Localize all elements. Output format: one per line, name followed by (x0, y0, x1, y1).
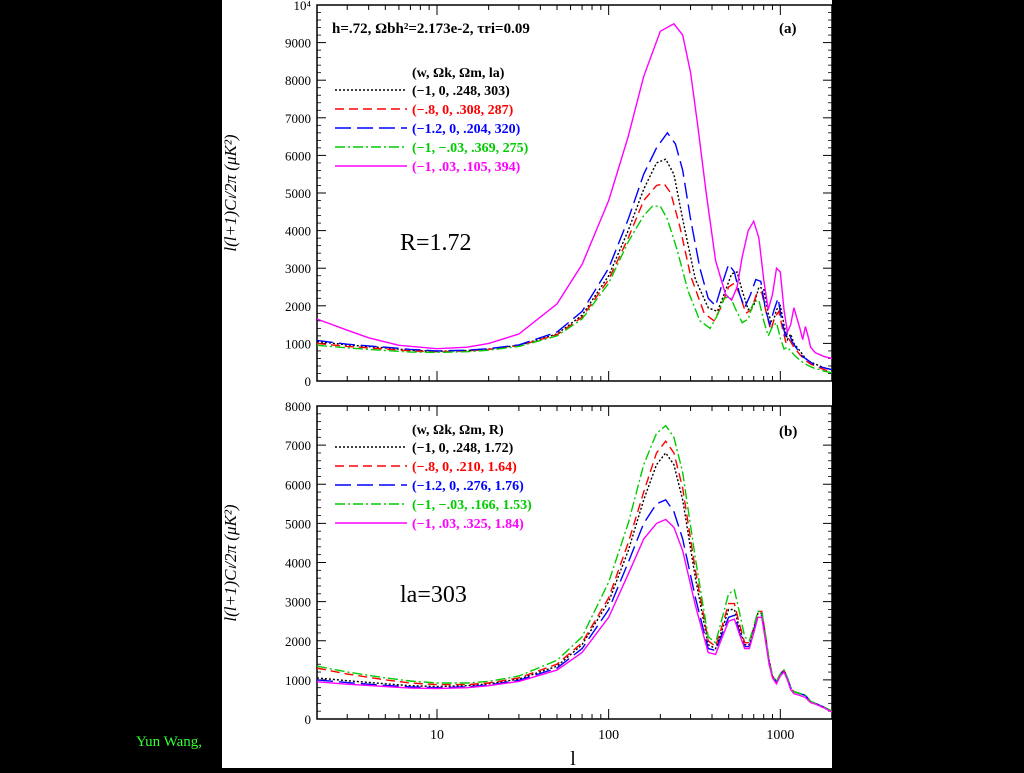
panel-b-legend-label: (−1.2, 0, .276, 1.76) (412, 479, 524, 494)
panel-a-ticks: 0 1000 2000 3000 4000 5000 6000 7000 8000 9000 10⁴ (285, 0, 833, 389)
panel-b-series-line-0 (317, 451, 832, 712)
panel-a: h=.72, Ωbh²=2.173e-2, τri=0.09 (a) (w, Ω… (221, 0, 833, 389)
cmb-spectrum-figure: h=.72, Ωbh²=2.173e-2, τri=0.09 (a) (w, Ω… (221, 0, 833, 770)
panel-b-frame (316, 405, 833, 720)
panel-b-ticks: 0 1000 2000 3000 4000 5000 6000 7000 8000 10 100 10… (285, 399, 833, 743)
panel-b-ytick-label: 2000 (285, 634, 311, 649)
panel-a-series-line-0 (317, 158, 832, 371)
panel-b-xtick-label: 1000 (766, 728, 794, 743)
author-credit: Yun Wang, (136, 734, 203, 750)
panel-a-annotation: R=1.72 (400, 230, 472, 256)
panel-b-ytick-label: 3000 (285, 595, 311, 610)
panel-b-legend-label: (−.8, 0, .210, 1.64) (412, 460, 517, 475)
panel-a-ytick-label: 8000 (285, 73, 311, 88)
panel-b-ytick-label: 0 (305, 712, 312, 727)
panel-b-ytick-label: 5000 (285, 516, 311, 531)
panel-a-ytick-label: 2000 (285, 299, 311, 314)
panel-a-series-line-3 (317, 205, 832, 374)
panel-a-legend-title: (w, Ωk, Ωm, la) (412, 66, 505, 81)
panel-b-series-line-4 (317, 518, 832, 713)
panel-a-legend-label: (−1, −.03, .369, 275) (412, 141, 529, 156)
panel-b-legend-label: (−1, −.03, .166, 1.53) (412, 498, 532, 513)
panel-a-legend-label: (−1, .03, .105, 394) (412, 160, 521, 175)
panel-a-ylabel: l(l+1)Cₗ/2π (μK²) (222, 134, 240, 252)
panel-b: (b) (w, Ωk, Ωm, R) la=303 l(l+1)Cₗ/2π (μ… (221, 399, 833, 770)
panel-a-legend-label: (−1, 0, .248, 303) (412, 84, 510, 99)
panel-b-ytick-label: 4000 (285, 556, 311, 571)
panel-a-legend-label: (−.8, 0, .308, 287) (412, 103, 514, 118)
panel-b-series-line-1 (317, 440, 832, 712)
panel-b-ylabel: l(l+1)Cₗ/2π (μK²) (222, 504, 240, 622)
panel-b-ytick-label: 6000 (285, 477, 311, 492)
panel-b-label: (b) (779, 424, 797, 440)
panel-a-ytick-label: 3000 (285, 261, 311, 276)
panel-a-series-line-4 (317, 22, 832, 360)
panel-b-ytick-label: 1000 (285, 673, 311, 688)
panel-b-legend-label: (−1, 0, .248, 1.72) (412, 441, 514, 456)
panel-b-legend: (−1, 0, .248, 1.72) (−.8, 0, .210, 1.64) (… (335, 441, 532, 532)
panel-b-series (317, 424, 832, 713)
panel-b-xtick-label: 100 (598, 728, 619, 743)
panel-a-series-line-2 (317, 131, 832, 371)
panel-a-ytick-label: 0 (305, 374, 312, 389)
panel-a-series (317, 22, 832, 374)
panel-a-ytick-label: 10⁴ (293, 0, 311, 13)
panel-a-ytick-label: 6000 (285, 148, 311, 163)
panel-b-series-line-3 (317, 424, 832, 712)
panel-a-ytick-label: 5000 (285, 186, 311, 201)
panel-a-ytick-label: 7000 (285, 111, 311, 126)
panel-a-ytick-label: 4000 (285, 224, 311, 239)
panel-b-annotation: la=303 (400, 582, 467, 608)
panel-b-legend-title: (w, Ωk, Ωm, R) (412, 423, 504, 438)
panel-a-ytick-label: 9000 (285, 36, 311, 51)
panel-a-frame (316, 4, 833, 382)
panel-b-ytick-label: 8000 (285, 399, 311, 414)
panel-a-label: (a) (779, 21, 797, 37)
panel-b-legend-label: (−1, .03, .325, 1.84) (412, 517, 524, 532)
figure-panel: h=.72, Ωbh²=2.173e-2, τri=0.09 (a) (w, Ω… (221, 0, 833, 770)
panel-b-xlabel: l (570, 748, 576, 768)
panel-b-ytick-label: 7000 (285, 438, 311, 453)
panel-a-header: h=.72, Ωbh²=2.173e-2, τri=0.09 (332, 21, 530, 37)
panel-b-xtick-label: 10 (430, 728, 444, 743)
panel-a-legend-label: (−1.2, 0, .204, 320) (412, 122, 521, 137)
panel-a-ytick-label: 1000 (285, 336, 311, 351)
panel-a-legend: (−1, 0, .248, 303) (−.8, 0, .308, 287) (−1… (335, 84, 529, 175)
